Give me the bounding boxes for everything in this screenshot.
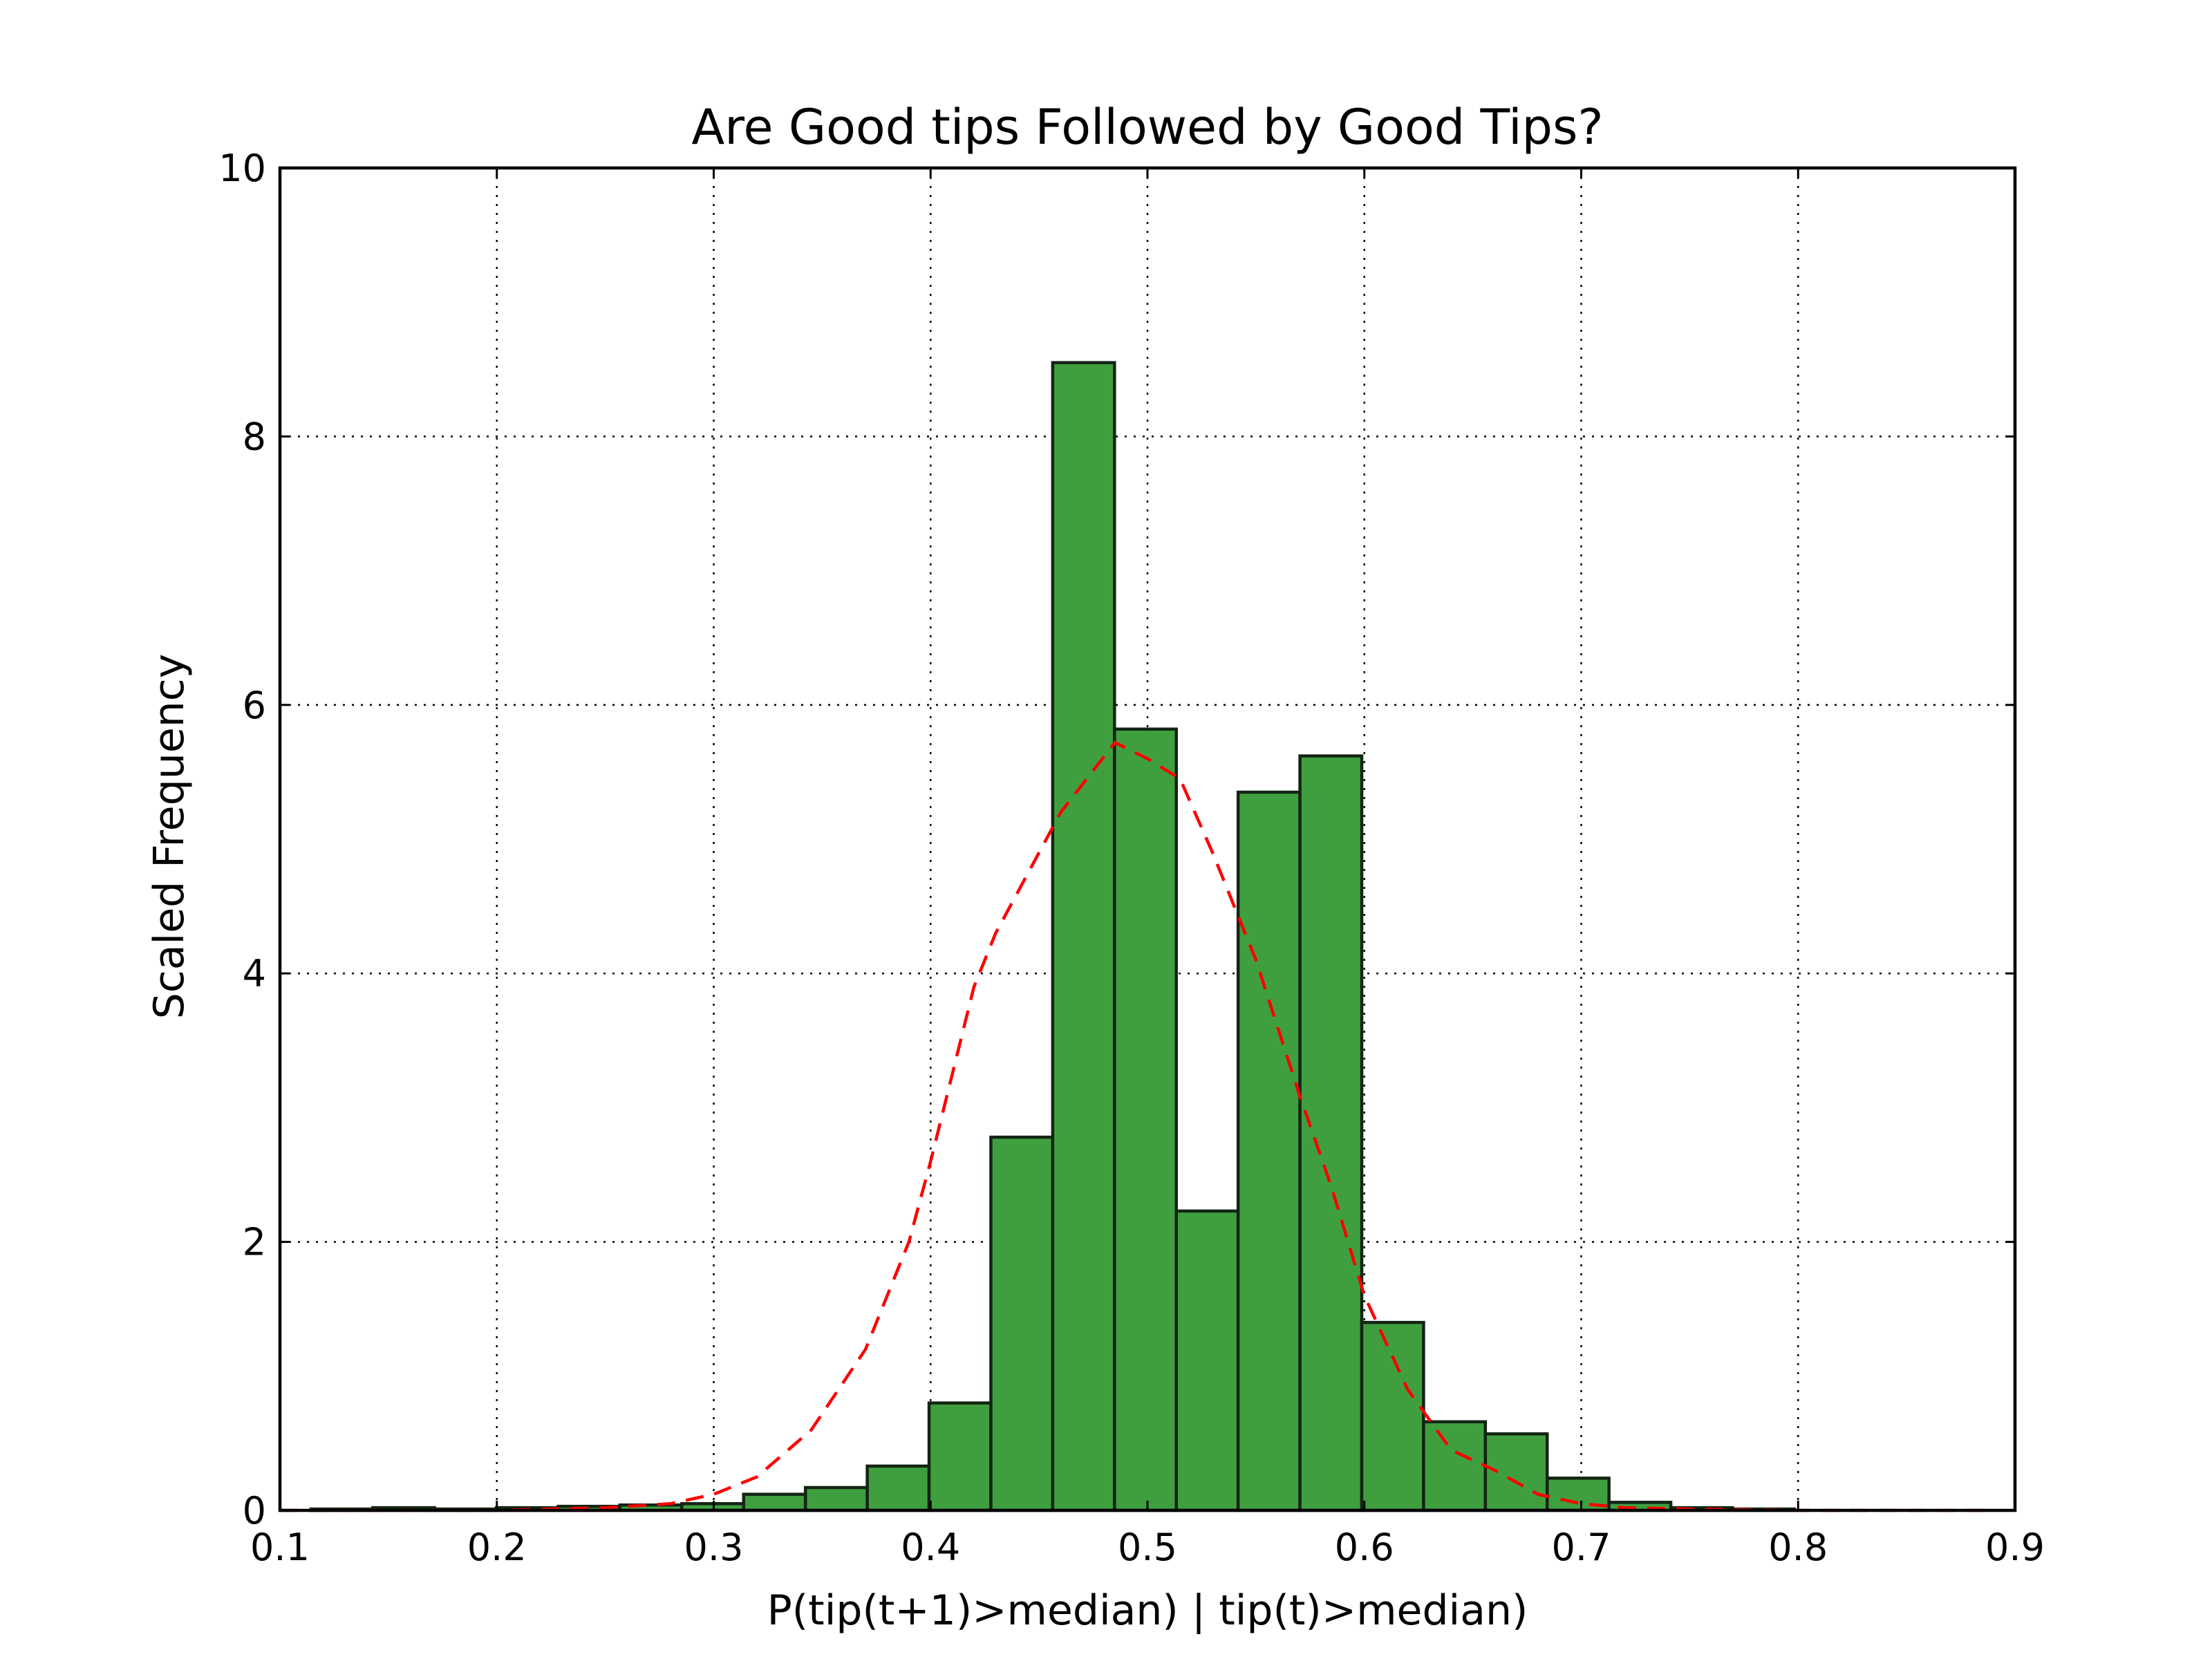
histogram-bar xyxy=(1113,727,1178,1512)
histogram-bar xyxy=(1360,1320,1425,1512)
y-tick-label: 8 xyxy=(243,415,266,458)
histogram-bars xyxy=(309,361,1797,1512)
histogram-bar xyxy=(927,1401,993,1512)
x-tick-label: 0.9 xyxy=(1985,1526,2045,1569)
axis-ticks: 0.1 0.2 0.3 0.4 0.5 0.6 0.7 0.8 0.9 0 2 4 6 8 10 xyxy=(218,147,2045,1569)
histogram-bar xyxy=(1298,754,1364,1512)
histogram-bar xyxy=(803,1485,869,1512)
fitted-curve-line xyxy=(280,740,1994,1512)
histogram-bar xyxy=(1422,1420,1488,1512)
y-axis-label: Scaled Frequency xyxy=(145,654,194,1020)
x-tick-label: 0.1 xyxy=(250,1526,310,1569)
y-tick-label: 4 xyxy=(243,952,266,995)
x-axis-label: P(tip(t+1)>median) | tip(t)>median) xyxy=(767,1586,1528,1635)
x-tick-label: 0.4 xyxy=(901,1526,960,1569)
histogram-bar xyxy=(865,1464,931,1512)
y-tick-label: 2 xyxy=(243,1221,266,1264)
y-tick-label: 10 xyxy=(218,147,266,190)
histogram-bar xyxy=(742,1492,807,1512)
y-tick-label: 6 xyxy=(243,684,266,727)
grid-lines xyxy=(280,168,2015,1510)
x-tick-label: 0.3 xyxy=(684,1526,744,1569)
x-tick-label: 0.5 xyxy=(1118,1526,1177,1569)
x-tick-label: 0.6 xyxy=(1335,1526,1394,1569)
histogram-bar xyxy=(1483,1432,1549,1512)
x-tick-label: 0.2 xyxy=(467,1526,527,1569)
histogram-bar xyxy=(1174,1209,1240,1512)
histogram-bar xyxy=(989,1135,1055,1512)
x-tick-label: 0.7 xyxy=(1552,1526,1611,1569)
histogram-bar xyxy=(1236,790,1302,1512)
x-tick-label: 0.8 xyxy=(1768,1526,1828,1569)
histogram-bar xyxy=(1051,361,1116,1512)
y-tick-label: 0 xyxy=(243,1489,266,1533)
chart-title: Are Good tips Followed by Good Tips? xyxy=(691,99,1603,156)
